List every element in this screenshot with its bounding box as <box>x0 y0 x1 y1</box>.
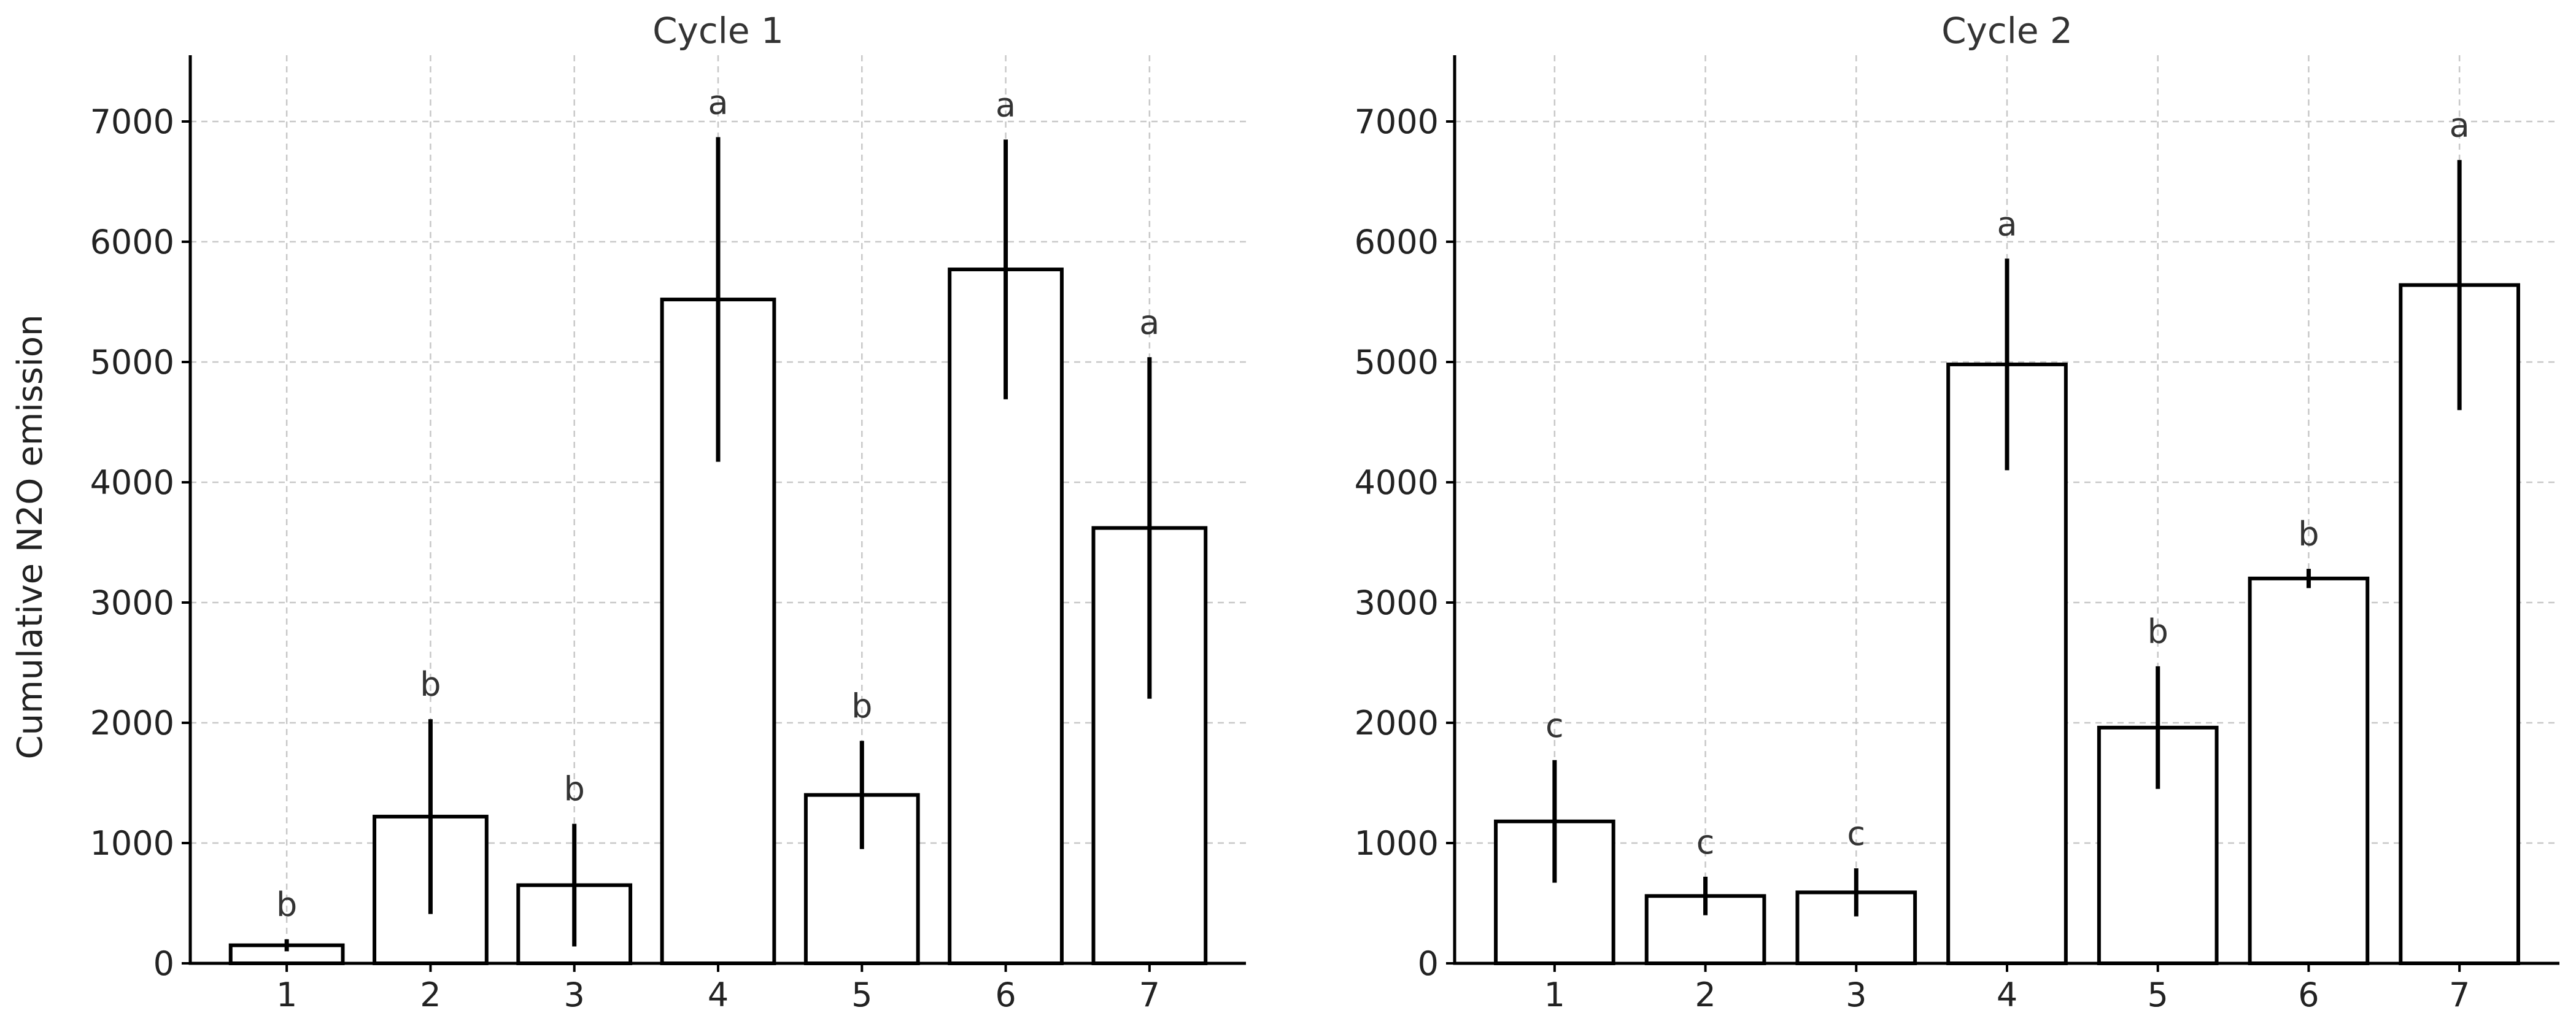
y-tick-label: 3000 <box>90 584 174 622</box>
x-tick-label: 2 <box>1695 976 1715 1014</box>
x-tick-label: 5 <box>851 976 872 1014</box>
significance-label-c1-2: b <box>420 665 441 704</box>
chart-panel-cycle-1: Cycle 1 b b b a b a a 0 1000 2000 3000 4000 5000 6000… <box>90 10 1246 1014</box>
significance-label-c1-1: b <box>276 885 297 924</box>
x-tick-label: 4 <box>1997 976 2017 1014</box>
y-tick-label: 5000 <box>1355 343 1439 382</box>
x-tick-label: 1 <box>1544 976 1565 1014</box>
x-tick-label: 7 <box>1139 976 1160 1014</box>
x-tick-label: 4 <box>708 976 729 1014</box>
significance-label-c2-4: a <box>1997 204 2017 243</box>
bar-c2-6 <box>2248 576 2370 965</box>
x-tick-label: 1 <box>276 976 297 1014</box>
x-tick-label: 6 <box>995 976 1016 1014</box>
y-tick-label: 0 <box>153 944 174 983</box>
significance-label-c2-1: c <box>1545 706 1564 745</box>
significance-label-c1-6: a <box>996 85 1016 124</box>
significance-label-c1-7: a <box>1139 303 1159 342</box>
y-tick-label: 4000 <box>90 463 174 502</box>
significance-label-c2-7: a <box>2450 106 2470 145</box>
x-tick-label: 6 <box>2298 976 2319 1014</box>
y-tick-label: 5000 <box>90 343 174 382</box>
significance-label-c1-5: b <box>851 687 872 725</box>
y-tick-label: 1000 <box>90 824 174 863</box>
x-tick-label: 7 <box>2449 976 2470 1014</box>
chart-panel-cycle-2: Cycle 2 c c c a b b a 0 1000 2000 3000 4000 5000 6000… <box>1355 10 2559 1014</box>
significance-label-c2-5: b <box>2148 612 2168 651</box>
significance-label-c2-3: c <box>1847 814 1865 853</box>
significance-label-c1-3: b <box>564 770 585 809</box>
y-tick-label: 6000 <box>1355 223 1439 261</box>
y-tick-label: 4000 <box>1355 463 1439 502</box>
y-axis-label: Cumulative N2O emission <box>10 314 50 759</box>
significance-label-c1-4: a <box>708 83 728 121</box>
y-tick-label: 2000 <box>1355 704 1439 742</box>
y-tick-label: 1000 <box>1355 824 1439 863</box>
significance-label-c2-2: c <box>1696 823 1715 861</box>
x-tick-label: 5 <box>2148 976 2168 1014</box>
chart-title-cycle-1: Cycle 1 <box>652 10 784 52</box>
x-tick-label: 2 <box>420 976 441 1014</box>
significance-label-c2-6: b <box>2298 515 2319 553</box>
chart-title-cycle-2: Cycle 2 <box>1941 10 2073 52</box>
y-tick-label: 0 <box>1418 944 1439 983</box>
y-tick-label: 6000 <box>90 223 174 261</box>
x-tick-label: 3 <box>564 976 585 1014</box>
y-tick-label: 7000 <box>1355 102 1439 141</box>
y-tick-label: 2000 <box>90 704 174 742</box>
y-tick-label: 7000 <box>90 102 174 141</box>
x-tick-label: 3 <box>1846 976 1866 1014</box>
y-tick-label: 3000 <box>1355 584 1439 622</box>
